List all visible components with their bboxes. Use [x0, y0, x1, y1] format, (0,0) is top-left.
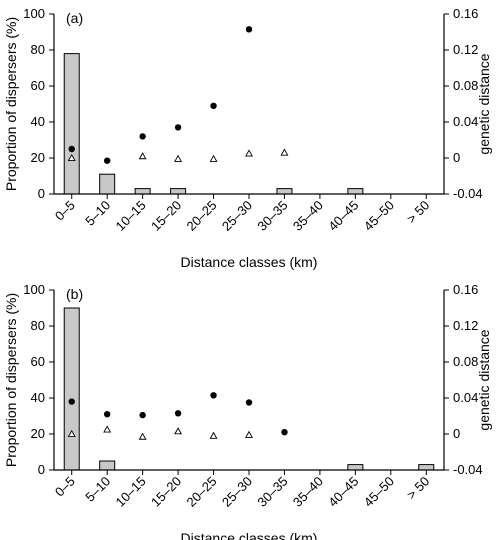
x-tick-label: 10–15	[113, 198, 149, 234]
y-tick-label-left: 60	[31, 354, 45, 369]
x-tick-label: 20–25	[183, 198, 219, 234]
y-axis-title-left: Proportion of dispersers (%)	[3, 293, 19, 467]
point-triangle-3	[174, 154, 183, 162]
point-circle-1	[103, 157, 111, 164]
point-triangle-4	[209, 431, 218, 439]
y-tick-label-right: 0.04	[453, 114, 478, 129]
x-tick-label: 40–45	[325, 198, 361, 234]
point-circle-0	[68, 398, 75, 405]
bar-1	[99, 460, 116, 471]
point-triangle-6	[280, 148, 289, 156]
point-circle-1	[103, 411, 111, 418]
x-tick-label: 45–50	[361, 474, 397, 510]
bar-1	[99, 173, 116, 195]
x-tick-label: 25–30	[219, 474, 255, 510]
y-tick-label-right: 0.12	[453, 318, 478, 333]
bar-0	[63, 53, 80, 195]
x-axis-title: Distance classes (km)	[181, 530, 318, 540]
point-circle-6	[281, 429, 288, 436]
x-tick-label: 35–40	[290, 198, 326, 234]
point-triangle-1	[103, 425, 112, 433]
x-tick-label: 40–45	[325, 474, 361, 510]
point-circle-5	[245, 399, 253, 406]
x-tick-label: 30–35	[254, 198, 290, 234]
y-tick-label-right: 0.08	[453, 354, 478, 369]
point-circle-5	[245, 26, 253, 33]
x-tick-label: 10–15	[113, 474, 149, 510]
x-tick-label: 35–40	[290, 474, 326, 510]
y-tick-label-right: 0	[453, 150, 460, 165]
bar-2	[134, 188, 151, 195]
point-triangle-0	[67, 429, 76, 438]
point-circle-3	[174, 410, 182, 417]
x-axis-title: Distance classes (km)	[181, 254, 318, 270]
y-tick-label-right: 0.12	[453, 42, 478, 57]
bar-8	[347, 188, 364, 195]
x-tick-label: 25–30	[219, 198, 255, 234]
point-circle-3	[174, 124, 182, 131]
point-triangle-5	[245, 149, 253, 157]
y-tick-label-left: 0	[38, 186, 45, 201]
y-tick-label-left: 80	[31, 42, 45, 57]
y-tick-label-right: 0.04	[453, 390, 478, 405]
x-tick-label: 15–20	[148, 474, 184, 510]
y-axis-title-left: Proportion of dispersers (%)	[3, 17, 19, 191]
x-tick-label: 5–10	[82, 474, 113, 505]
y-axis-title-right: genetic distance	[476, 329, 492, 430]
y-tick-label-left: 0	[38, 462, 45, 477]
chart-panel-a: 0 20 40 60 80 100 -0.04 0 0.04 0.08 0.12 0.16 0–5 5–1…	[3, 6, 492, 270]
y-tick-label-right: -0.04	[453, 186, 483, 201]
bar-10	[418, 464, 435, 471]
y-tick-label-right: -0.04	[453, 462, 483, 477]
x-tick-label: 30–35	[254, 474, 290, 510]
point-triangle-3	[174, 427, 183, 435]
y-tick-label-right: 0.16	[453, 6, 478, 21]
bar-6	[276, 188, 293, 195]
point-circle-0	[68, 145, 75, 153]
x-tick-label: 5–10	[82, 198, 113, 229]
bar-3	[170, 188, 187, 195]
y-tick-label-left: 80	[31, 318, 45, 333]
x-tick-label: 45–50	[361, 198, 397, 234]
y-tick-label-left: 40	[31, 114, 45, 129]
panel-label: (a)	[66, 10, 83, 26]
panel-label: (b)	[66, 286, 83, 302]
x-tick-label: > 50	[404, 198, 433, 227]
point-triangle-4	[209, 154, 218, 162]
point-triangle-5	[245, 430, 253, 438]
bar-8	[347, 464, 364, 471]
y-tick-label-left: 20	[31, 426, 45, 441]
x-tick-label: 15–20	[148, 198, 184, 234]
y-tick-label-left: 100	[23, 6, 45, 21]
chart-panel-b: 0 20 40 60 80 100 -0.04 0 0.04 0.08 0.12 0.16 0–5 5–1…	[3, 282, 492, 540]
x-tick-label: 20–25	[183, 474, 219, 510]
bar-0	[63, 307, 80, 471]
y-axis-title-right: genetic distance	[476, 53, 492, 154]
point-circle-2	[139, 411, 146, 419]
x-tick-label: 0–5	[52, 474, 78, 500]
x-tick-label: > 50	[404, 474, 433, 503]
point-triangle-2	[138, 432, 147, 440]
point-triangle-0	[67, 153, 76, 162]
y-tick-label-left: 20	[31, 150, 45, 165]
y-tick-label-right: 0.16	[453, 282, 478, 297]
y-tick-label-left: 40	[31, 390, 45, 405]
point-circle-4	[210, 102, 217, 110]
point-circle-4	[210, 392, 217, 399]
point-circle-2	[139, 133, 146, 140]
y-tick-label-left: 100	[23, 282, 45, 297]
y-tick-label-right: 0.08	[453, 78, 478, 93]
y-tick-label-left: 60	[31, 78, 45, 93]
point-triangle-2	[138, 152, 147, 160]
x-tick-label: 0–5	[52, 198, 78, 224]
y-tick-label-right: 0	[453, 426, 460, 441]
